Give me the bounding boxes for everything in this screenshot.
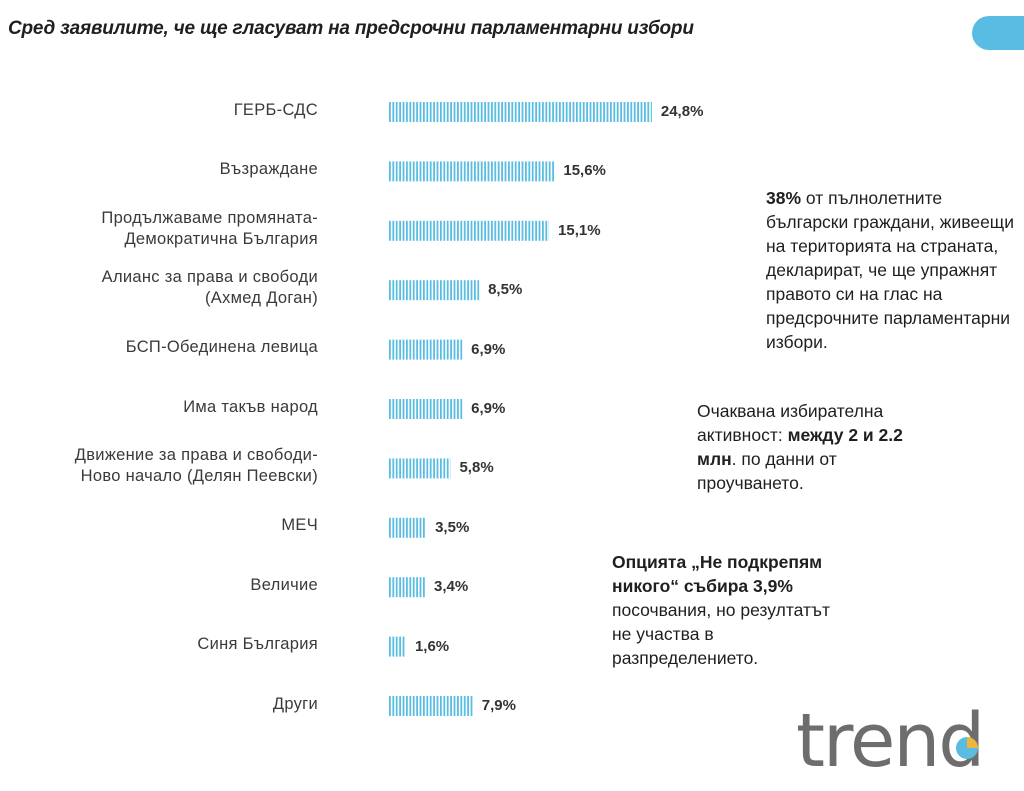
value-label: 1,6% bbox=[414, 637, 450, 655]
value-label: 3,5% bbox=[435, 518, 470, 536]
category-label: Движение за права и свободи- Ново начало … bbox=[74, 446, 318, 486]
note-emphasis: между 2 и 2.2 млн bbox=[697, 425, 903, 469]
page-title: Сред заявилите, че ще гласуват на предср… bbox=[8, 18, 694, 39]
value-label: 8,5% bbox=[488, 281, 523, 299]
note-text: . по данни от проучването. bbox=[697, 449, 837, 493]
bar bbox=[389, 102, 652, 122]
category-label: Алианс за права и свободи (Ахмед Доган) bbox=[101, 268, 318, 308]
category-label: Величие bbox=[250, 575, 318, 594]
bar bbox=[389, 220, 550, 241]
corner-decoration bbox=[972, 16, 1024, 50]
category-label: Има такъв народ bbox=[183, 397, 318, 416]
value-label: 15,1% bbox=[558, 221, 601, 239]
category-label: БСП-Обединена левица bbox=[125, 338, 318, 357]
note-turnout-share: 38% от пълнолетните български граждани, … bbox=[766, 186, 1024, 354]
category-label: Синя България bbox=[197, 635, 318, 654]
value-label: 7,9% bbox=[481, 697, 516, 714]
note-expected-activity: Очаквана избирателна активност: между 2 … bbox=[697, 399, 937, 495]
note-text: посочвания, но резултатът не участва в р… bbox=[612, 600, 830, 668]
note-emphasis: Опцията „Не подкрепям никого“ събира 3,9… bbox=[612, 552, 823, 596]
value-label: 3,4% bbox=[434, 578, 469, 596]
bar bbox=[389, 577, 425, 598]
bar bbox=[389, 339, 463, 360]
category-label: Продължаваме промяната- Демократична Бълг… bbox=[101, 208, 318, 248]
bar bbox=[389, 458, 451, 479]
value-label: 15,6% bbox=[563, 162, 606, 180]
trend-logo: trend bbox=[796, 698, 985, 781]
logo-wordmark: trend bbox=[796, 698, 983, 781]
bar bbox=[389, 696, 473, 716]
note-text: от пълнолетните български граждани, живе… bbox=[766, 188, 1014, 352]
bar bbox=[389, 161, 554, 182]
note-emphasis: 38% bbox=[766, 188, 802, 208]
value-label: 6,9% bbox=[471, 400, 506, 417]
bar bbox=[389, 399, 463, 419]
logo-yellow-segment bbox=[967, 737, 978, 748]
value-label: 6,9% bbox=[471, 340, 506, 358]
category-label: ГЕРБ-СДС bbox=[233, 100, 318, 119]
bar bbox=[389, 636, 405, 657]
note-text: Очаквана избирателна активност: bbox=[697, 401, 884, 445]
category-label: МЕЧ bbox=[281, 516, 318, 535]
category-label: Възраждане bbox=[219, 159, 318, 178]
value-label: 5,8% bbox=[459, 459, 494, 477]
bar bbox=[389, 280, 480, 301]
note-no-support-option: Опцията „Не подкрепям никого“ събира 3,9… bbox=[612, 550, 852, 670]
bar bbox=[389, 517, 425, 538]
category-label: Други bbox=[272, 694, 318, 713]
value-label: 24,8% bbox=[660, 103, 704, 120]
